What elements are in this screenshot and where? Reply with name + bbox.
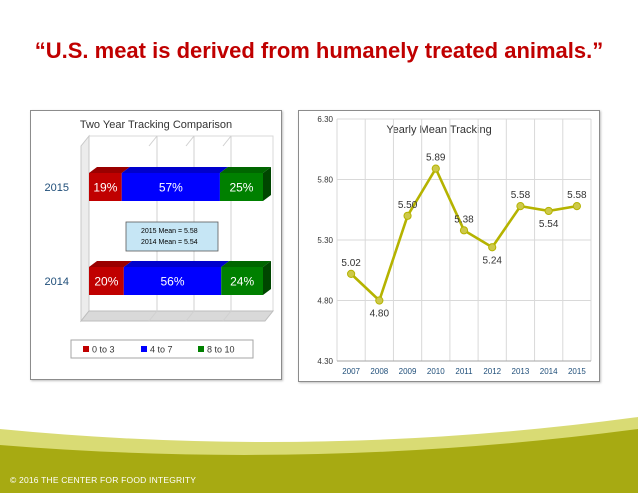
bar-gridline: [148, 310, 158, 322]
bar-top-8-to-10-2015: [219, 167, 271, 173]
chart-floor: [79, 310, 275, 322]
category-label-2015: 2015: [45, 182, 69, 194]
mean-annotation-2015: 2015 Mean = 5.58: [141, 228, 198, 235]
data-point-2010: [431, 164, 440, 173]
bar-legend: [70, 339, 254, 359]
bar-segment-4-to-7-2014: [123, 267, 222, 295]
x-tick-label-2013: 2013: [512, 367, 530, 376]
line-chart-title: Yearly Mean Tracking: [386, 124, 491, 136]
x-tick-label-2009: 2009: [399, 367, 417, 376]
bar-segment-0-to-3-2015: [89, 173, 122, 201]
mean-annotation-2014: 2014 Mean = 5.54: [141, 239, 198, 246]
data-point-2015: [572, 202, 581, 211]
x-tick-label-2011: 2011: [455, 367, 473, 376]
y-tick-label: 4.80: [317, 297, 333, 306]
footer-band: [0, 417, 638, 493]
data-label-2010: 5.89: [426, 153, 446, 164]
data-point-2014: [544, 206, 553, 216]
bar-segment-0-to-3-2014: [89, 267, 124, 295]
x-tick-label-2012: 2012: [483, 367, 501, 376]
y-tick-label: 5.30: [317, 236, 333, 245]
data-label-2014: 5.54: [539, 219, 559, 230]
data-label-2015: 5.58: [567, 190, 587, 201]
slide-title: “U.S. meat is derived from humanely trea…: [34, 38, 604, 63]
mean-annotation-box: [125, 221, 219, 252]
data-point-2011: [459, 226, 469, 235]
bar-side-2014: [263, 261, 271, 295]
bar-top-4-to-7-2014: [123, 261, 230, 267]
data-label-2008: 4.80: [370, 309, 390, 320]
stacked-bar-chart: Two Year Tracking Comparison 2015 19% 57% 2…: [45, 119, 275, 359]
x-tick-label-2015: 2015: [568, 367, 586, 376]
bar-gridline: [185, 310, 195, 322]
legend-label-4-to-7: 4 to 7: [150, 345, 173, 355]
chart-side-wall: [80, 134, 90, 323]
data-point-2012: [488, 243, 497, 252]
bar-label-4-to-7-2014: 56%: [161, 275, 185, 289]
bar-gridline: [148, 135, 158, 147]
data-label-2009: 5.50: [398, 200, 418, 211]
bar-label-4-to-7-2015: 57%: [159, 181, 183, 195]
data-point-2009: [403, 211, 412, 220]
bar-top-0-to-3-2015: [89, 167, 130, 173]
x-tick-label-2007: 2007: [342, 367, 360, 376]
bar-segment-4-to-7-2015: [121, 173, 220, 201]
data-point-2008: [375, 296, 384, 305]
footer-copyright: © 2016 THE CENTER FOR FOOD INTEGRITY: [10, 475, 197, 485]
data-point-2013: [516, 202, 525, 211]
bar-side-2015: [263, 167, 271, 201]
data-label-2013: 5.58: [511, 190, 531, 201]
bar-segment-8-to-10-2015: [219, 173, 263, 201]
data-label-2011: 5.38: [454, 214, 474, 225]
line-chart: Yearly Mean Tracking 4.30 4.80 5.30 5.80 6.3…: [317, 115, 592, 376]
line-group: 4.30 4.80 5.30 5.80 6.30 5.02 2007 4.80 2008 5.50…: [317, 115, 592, 376]
bar-group: 2015 19% 57% 25% 2014 20% 56% 24%: [45, 167, 271, 295]
x-tick-label-2010: 2010: [427, 367, 445, 376]
stacked-bar-chart-panel: Two Year Tracking Comparison 2015 19% 57% 2…: [30, 110, 282, 380]
bar-label-0-to-3-2015: 19%: [93, 181, 117, 195]
bar-top-4-to-7-2015: [121, 167, 228, 173]
bar-label-0-to-3-2014: 20%: [94, 275, 118, 289]
data-point-2007: [347, 269, 356, 278]
bar-gridline: [222, 135, 232, 147]
bar-top-8-to-10-2014: [221, 261, 271, 267]
x-tick-label-2014: 2014: [540, 367, 558, 376]
y-tick-label: 6.30: [317, 115, 333, 124]
y-tick-label: 4.30: [317, 357, 333, 366]
legend-label-8-to-10: 8 to 10: [207, 345, 235, 355]
legend-swatch-8-to-10: [198, 346, 204, 352]
bar-segment-8-to-10-2014: [221, 267, 263, 295]
bar-gridline: [185, 135, 195, 147]
bar-top-0-to-3-2014: [89, 261, 132, 267]
y-tick-label: 5.80: [317, 176, 333, 185]
legend-label-0-to-3: 0 to 3: [92, 345, 115, 355]
line-chart-panel: Yearly Mean Tracking 4.30 4.80 5.30 5.80 6.3…: [298, 110, 600, 382]
legend-swatch-0-to-3: [83, 346, 89, 352]
category-label-2014: 2014: [45, 276, 69, 288]
series-line: [350, 165, 578, 303]
x-tick-label-2008: 2008: [370, 367, 388, 376]
footer-wave-dark: [0, 429, 638, 493]
bar-chart-title: Two Year Tracking Comparison: [80, 119, 232, 131]
data-label-2007: 5.02: [341, 258, 361, 269]
bar-gridline: [222, 310, 232, 322]
bar-label-8-to-10-2015: 25%: [229, 181, 253, 195]
data-label-2012: 5.24: [482, 255, 502, 266]
bar-label-8-to-10-2014: 24%: [230, 275, 254, 289]
legend-swatch-4-to-7: [141, 346, 147, 352]
